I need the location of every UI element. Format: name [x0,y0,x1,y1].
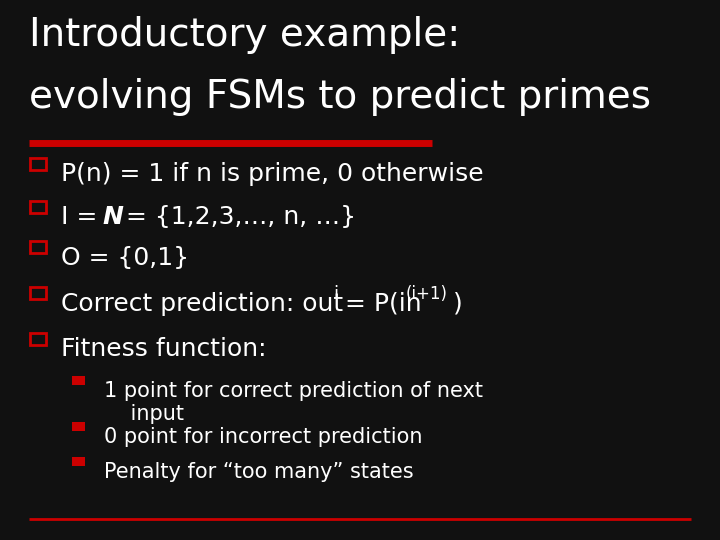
Text: (i+1): (i+1) [406,285,448,303]
Text: 0 point for incorrect prediction: 0 point for incorrect prediction [104,427,423,447]
Text: ): ) [453,292,463,315]
FancyBboxPatch shape [72,376,85,386]
FancyBboxPatch shape [30,241,46,253]
FancyBboxPatch shape [72,457,85,467]
Text: = P(in: = P(in [345,292,421,315]
Text: 1 point for correct prediction of next
    input: 1 point for correct prediction of next i… [104,381,483,424]
FancyBboxPatch shape [72,422,85,431]
Text: Penalty for “too many” states: Penalty for “too many” states [104,462,414,482]
Text: N: N [102,205,123,229]
Text: Introductory example:: Introductory example: [29,16,460,54]
FancyBboxPatch shape [30,158,46,170]
Text: evolving FSMs to predict primes: evolving FSMs to predict primes [29,78,651,116]
Text: O = {0,1}: O = {0,1} [61,246,189,269]
Text: i: i [333,285,338,303]
Text: I =: I = [61,205,106,229]
Text: Fitness function:: Fitness function: [61,338,266,361]
Text: P(n) = 1 if n is prime, 0 otherwise: P(n) = 1 if n is prime, 0 otherwise [61,162,484,186]
Text: = {1,2,3,…, n, …}: = {1,2,3,…, n, …} [118,205,356,229]
FancyBboxPatch shape [30,287,46,299]
FancyBboxPatch shape [30,201,46,213]
Text: Correct prediction: out: Correct prediction: out [61,292,343,315]
FancyBboxPatch shape [30,333,46,345]
